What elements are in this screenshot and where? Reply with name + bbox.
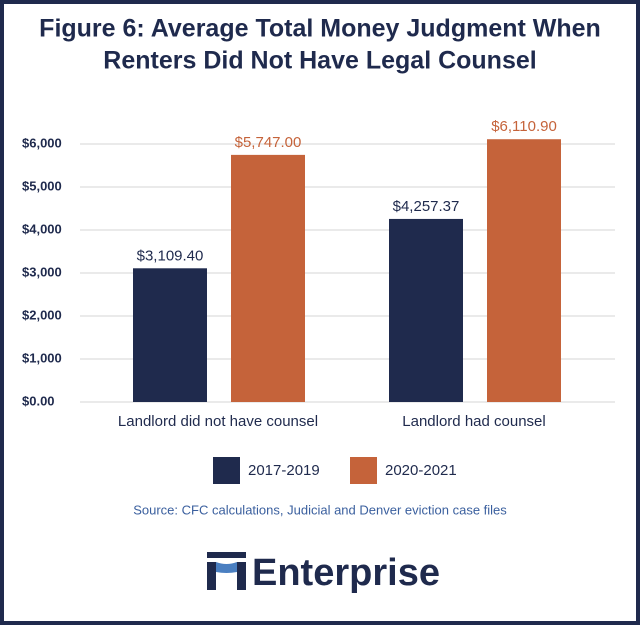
legend-label: 2017-2019 xyxy=(248,462,320,479)
y-tick-label: $1,000 xyxy=(22,350,62,365)
legend-swatch xyxy=(213,457,240,484)
y-tick-label: $6,000 xyxy=(22,135,62,150)
x-tick-label: Landlord did not have counsel xyxy=(118,413,318,430)
y-tick-label: $4,000 xyxy=(22,221,62,236)
value-label: $3,109.40 xyxy=(137,247,204,264)
value-label: $5,747.00 xyxy=(235,134,302,151)
y-tick-label: $3,000 xyxy=(22,264,62,279)
bar xyxy=(389,218,463,402)
bar xyxy=(487,139,561,402)
x-tick-label: Landlord had counsel xyxy=(402,413,545,430)
legend-label: 2020-2021 xyxy=(385,462,457,479)
bar xyxy=(133,268,207,402)
logo-icon xyxy=(207,552,246,590)
value-label: $4,257.37 xyxy=(393,198,460,215)
y-tick-label: $5,000 xyxy=(22,178,62,193)
bar xyxy=(231,154,305,402)
value-label: $6,110.90 xyxy=(491,118,557,135)
legend-swatch xyxy=(350,457,377,484)
source-note: Source: CFC calculations, Judicial and D… xyxy=(133,502,507,517)
y-tick-label: $2,000 xyxy=(22,307,62,322)
chart-title: Figure 6: Average Total Money Judgment W… xyxy=(39,15,601,43)
logo-text: Enterprise xyxy=(252,552,440,594)
chart-title: Renters Did Not Have Legal Counsel xyxy=(103,47,536,75)
y-tick-label: $0.00 xyxy=(22,393,55,408)
